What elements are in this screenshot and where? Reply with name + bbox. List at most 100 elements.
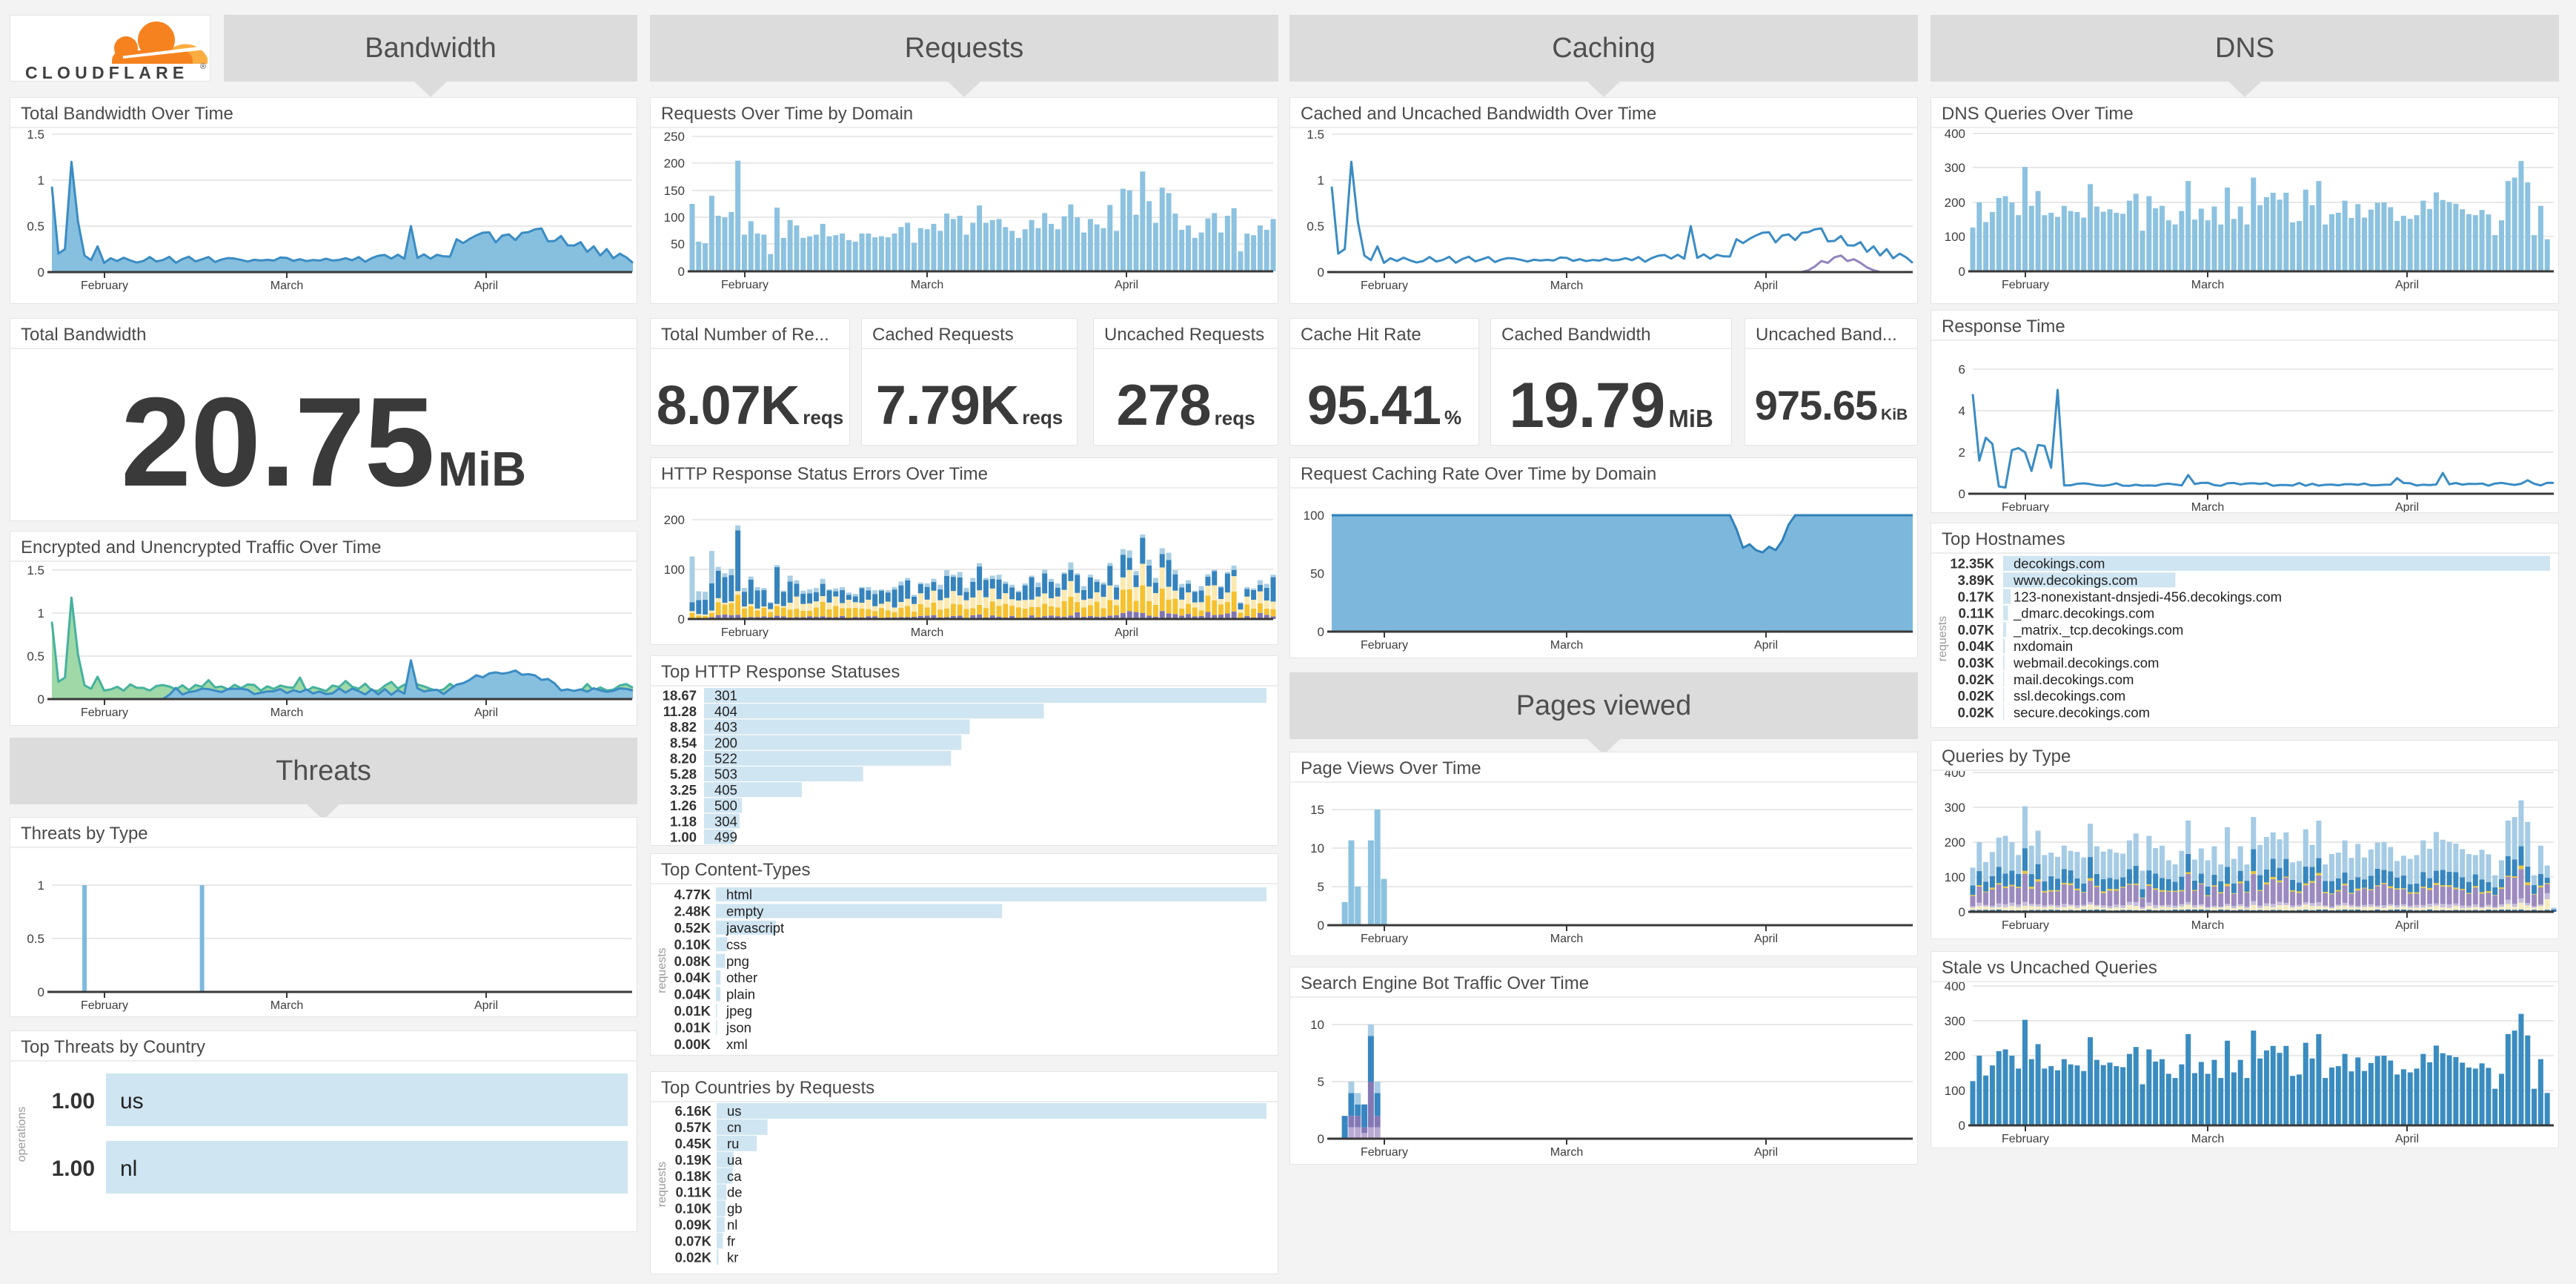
svg-text:0.02K: 0.02K xyxy=(675,1249,712,1265)
svg-text:other: other xyxy=(726,970,757,985)
svg-text:empty: empty xyxy=(726,904,764,919)
svg-text:11.28: 11.28 xyxy=(663,704,697,719)
svg-text:0.00K: 0.00K xyxy=(674,1036,711,1052)
svg-text:0.02K: 0.02K xyxy=(1958,688,1995,704)
svg-text:0.04K: 0.04K xyxy=(674,987,711,1002)
svg-text:us: us xyxy=(727,1103,742,1119)
svg-text:1: 1 xyxy=(38,878,44,893)
svg-text:requests: requests xyxy=(1936,616,1949,661)
svg-text:5: 5 xyxy=(1318,880,1324,894)
svg-text:123-nonexistant-dnsjedi-456.de: 123-nonexistant-dnsjedi-456.decokings.co… xyxy=(2014,589,2282,604)
svg-text:522: 522 xyxy=(714,750,737,766)
svg-text:4.77K: 4.77K xyxy=(674,887,711,902)
svg-text:0: 0 xyxy=(1959,487,1965,501)
svg-text:April: April xyxy=(1115,626,1138,639)
svg-text:kr: kr xyxy=(727,1249,738,1265)
svg-text:February: February xyxy=(1361,639,1408,652)
svg-text:1.26: 1.26 xyxy=(670,798,697,813)
svg-text:400: 400 xyxy=(1945,128,1965,141)
svg-text:400: 400 xyxy=(1945,982,1965,993)
svg-text:requests: requests xyxy=(656,1162,668,1207)
svg-text:0.01K: 0.01K xyxy=(674,1003,711,1019)
svg-text:ssl.decokings.com: ssl.decokings.com xyxy=(2014,688,2125,704)
svg-text:March: March xyxy=(270,999,303,1012)
svg-text:png: png xyxy=(726,953,749,969)
svg-text:0: 0 xyxy=(1318,919,1324,933)
svg-text:April: April xyxy=(2395,279,2419,291)
svg-text:_dmarc.decokings.com: _dmarc.decokings.com xyxy=(2013,606,2154,622)
svg-text:March: March xyxy=(2191,279,2224,291)
svg-text:200: 200 xyxy=(664,156,685,171)
svg-text:10: 10 xyxy=(1310,841,1324,856)
svg-text:CLOUDFLARE: CLOUDFLARE xyxy=(25,63,188,81)
svg-text:ua: ua xyxy=(727,1152,743,1168)
svg-text:0: 0 xyxy=(1959,905,1965,919)
svg-text:0.57K: 0.57K xyxy=(675,1119,712,1135)
svg-text:nxdomain: nxdomain xyxy=(2014,638,2073,654)
svg-text:503: 503 xyxy=(714,767,737,782)
svg-text:304: 304 xyxy=(714,813,737,829)
svg-text:0.10K: 0.10K xyxy=(675,1201,712,1217)
svg-text:12.35K: 12.35K xyxy=(1950,556,1994,572)
svg-text:6: 6 xyxy=(1959,363,1965,377)
svg-text:8.82: 8.82 xyxy=(670,719,697,735)
svg-text:300: 300 xyxy=(1945,161,1965,175)
svg-text:February: February xyxy=(1361,933,1408,945)
svg-text:0.07K: 0.07K xyxy=(1958,622,1995,638)
svg-text:0.5: 0.5 xyxy=(27,932,44,946)
svg-text:100: 100 xyxy=(1304,509,1324,523)
svg-text:February: February xyxy=(721,279,769,291)
svg-text:2.48K: 2.48K xyxy=(674,904,711,919)
svg-text:150: 150 xyxy=(664,184,685,198)
svg-text:February: February xyxy=(721,626,769,639)
svg-text:fr: fr xyxy=(727,1233,735,1248)
svg-text:March: March xyxy=(911,626,943,639)
svg-text:0.5: 0.5 xyxy=(1307,219,1324,234)
svg-text:nl: nl xyxy=(727,1217,737,1232)
svg-text:webmail.decokings.com: webmail.decokings.com xyxy=(2013,655,2159,670)
svg-text:0: 0 xyxy=(38,265,44,279)
svg-text:json: json xyxy=(726,1019,751,1035)
svg-text:0.5: 0.5 xyxy=(27,219,44,234)
svg-text:0.02K: 0.02K xyxy=(1958,672,1995,687)
svg-text:0.19K: 0.19K xyxy=(675,1152,712,1168)
svg-text:404: 404 xyxy=(714,704,737,719)
svg-text:200: 200 xyxy=(1945,196,1965,210)
svg-text:100: 100 xyxy=(1945,1084,1965,1098)
svg-text:0.52K: 0.52K xyxy=(674,920,711,936)
svg-text:March: March xyxy=(2191,919,2224,932)
svg-text:April: April xyxy=(474,279,498,292)
svg-text:0.09K: 0.09K xyxy=(675,1217,712,1232)
svg-text:April: April xyxy=(1754,279,1778,292)
svg-text:0: 0 xyxy=(38,692,44,706)
svg-text:5: 5 xyxy=(1318,1075,1324,1089)
svg-text:April: April xyxy=(2395,501,2419,512)
svg-text:css: css xyxy=(726,936,747,952)
svg-text:secure.decokings.com: secure.decokings.com xyxy=(2014,704,2150,720)
svg-text:0: 0 xyxy=(1318,625,1324,639)
svg-text:100: 100 xyxy=(1945,230,1965,244)
svg-text:February: February xyxy=(81,999,128,1012)
svg-text:0.11K: 0.11K xyxy=(1959,606,1995,621)
svg-text:February: February xyxy=(81,279,128,292)
svg-text:8.54: 8.54 xyxy=(670,735,697,750)
svg-text:ca: ca xyxy=(727,1168,742,1184)
svg-text:plain: plain xyxy=(726,987,755,1002)
svg-text:March: March xyxy=(1550,279,1583,292)
svg-text:1: 1 xyxy=(1318,173,1324,188)
svg-text:April: April xyxy=(1754,1146,1778,1159)
svg-text:200: 200 xyxy=(664,513,685,527)
svg-text:3.25: 3.25 xyxy=(670,782,697,798)
svg-text:0: 0 xyxy=(678,265,685,279)
svg-text:operations: operations xyxy=(16,1107,28,1162)
svg-text:300: 300 xyxy=(1945,801,1965,815)
svg-text:8.20: 8.20 xyxy=(670,750,697,766)
svg-text:100: 100 xyxy=(1945,870,1965,884)
svg-text:February: February xyxy=(2002,919,2049,932)
svg-text:ru: ru xyxy=(727,1136,739,1151)
svg-text:xml: xml xyxy=(726,1036,748,1052)
svg-text:0.04K: 0.04K xyxy=(674,970,711,985)
svg-text:de: de xyxy=(727,1185,743,1200)
svg-text:6.16K: 6.16K xyxy=(675,1103,712,1119)
svg-text:March: March xyxy=(1550,1146,1583,1159)
